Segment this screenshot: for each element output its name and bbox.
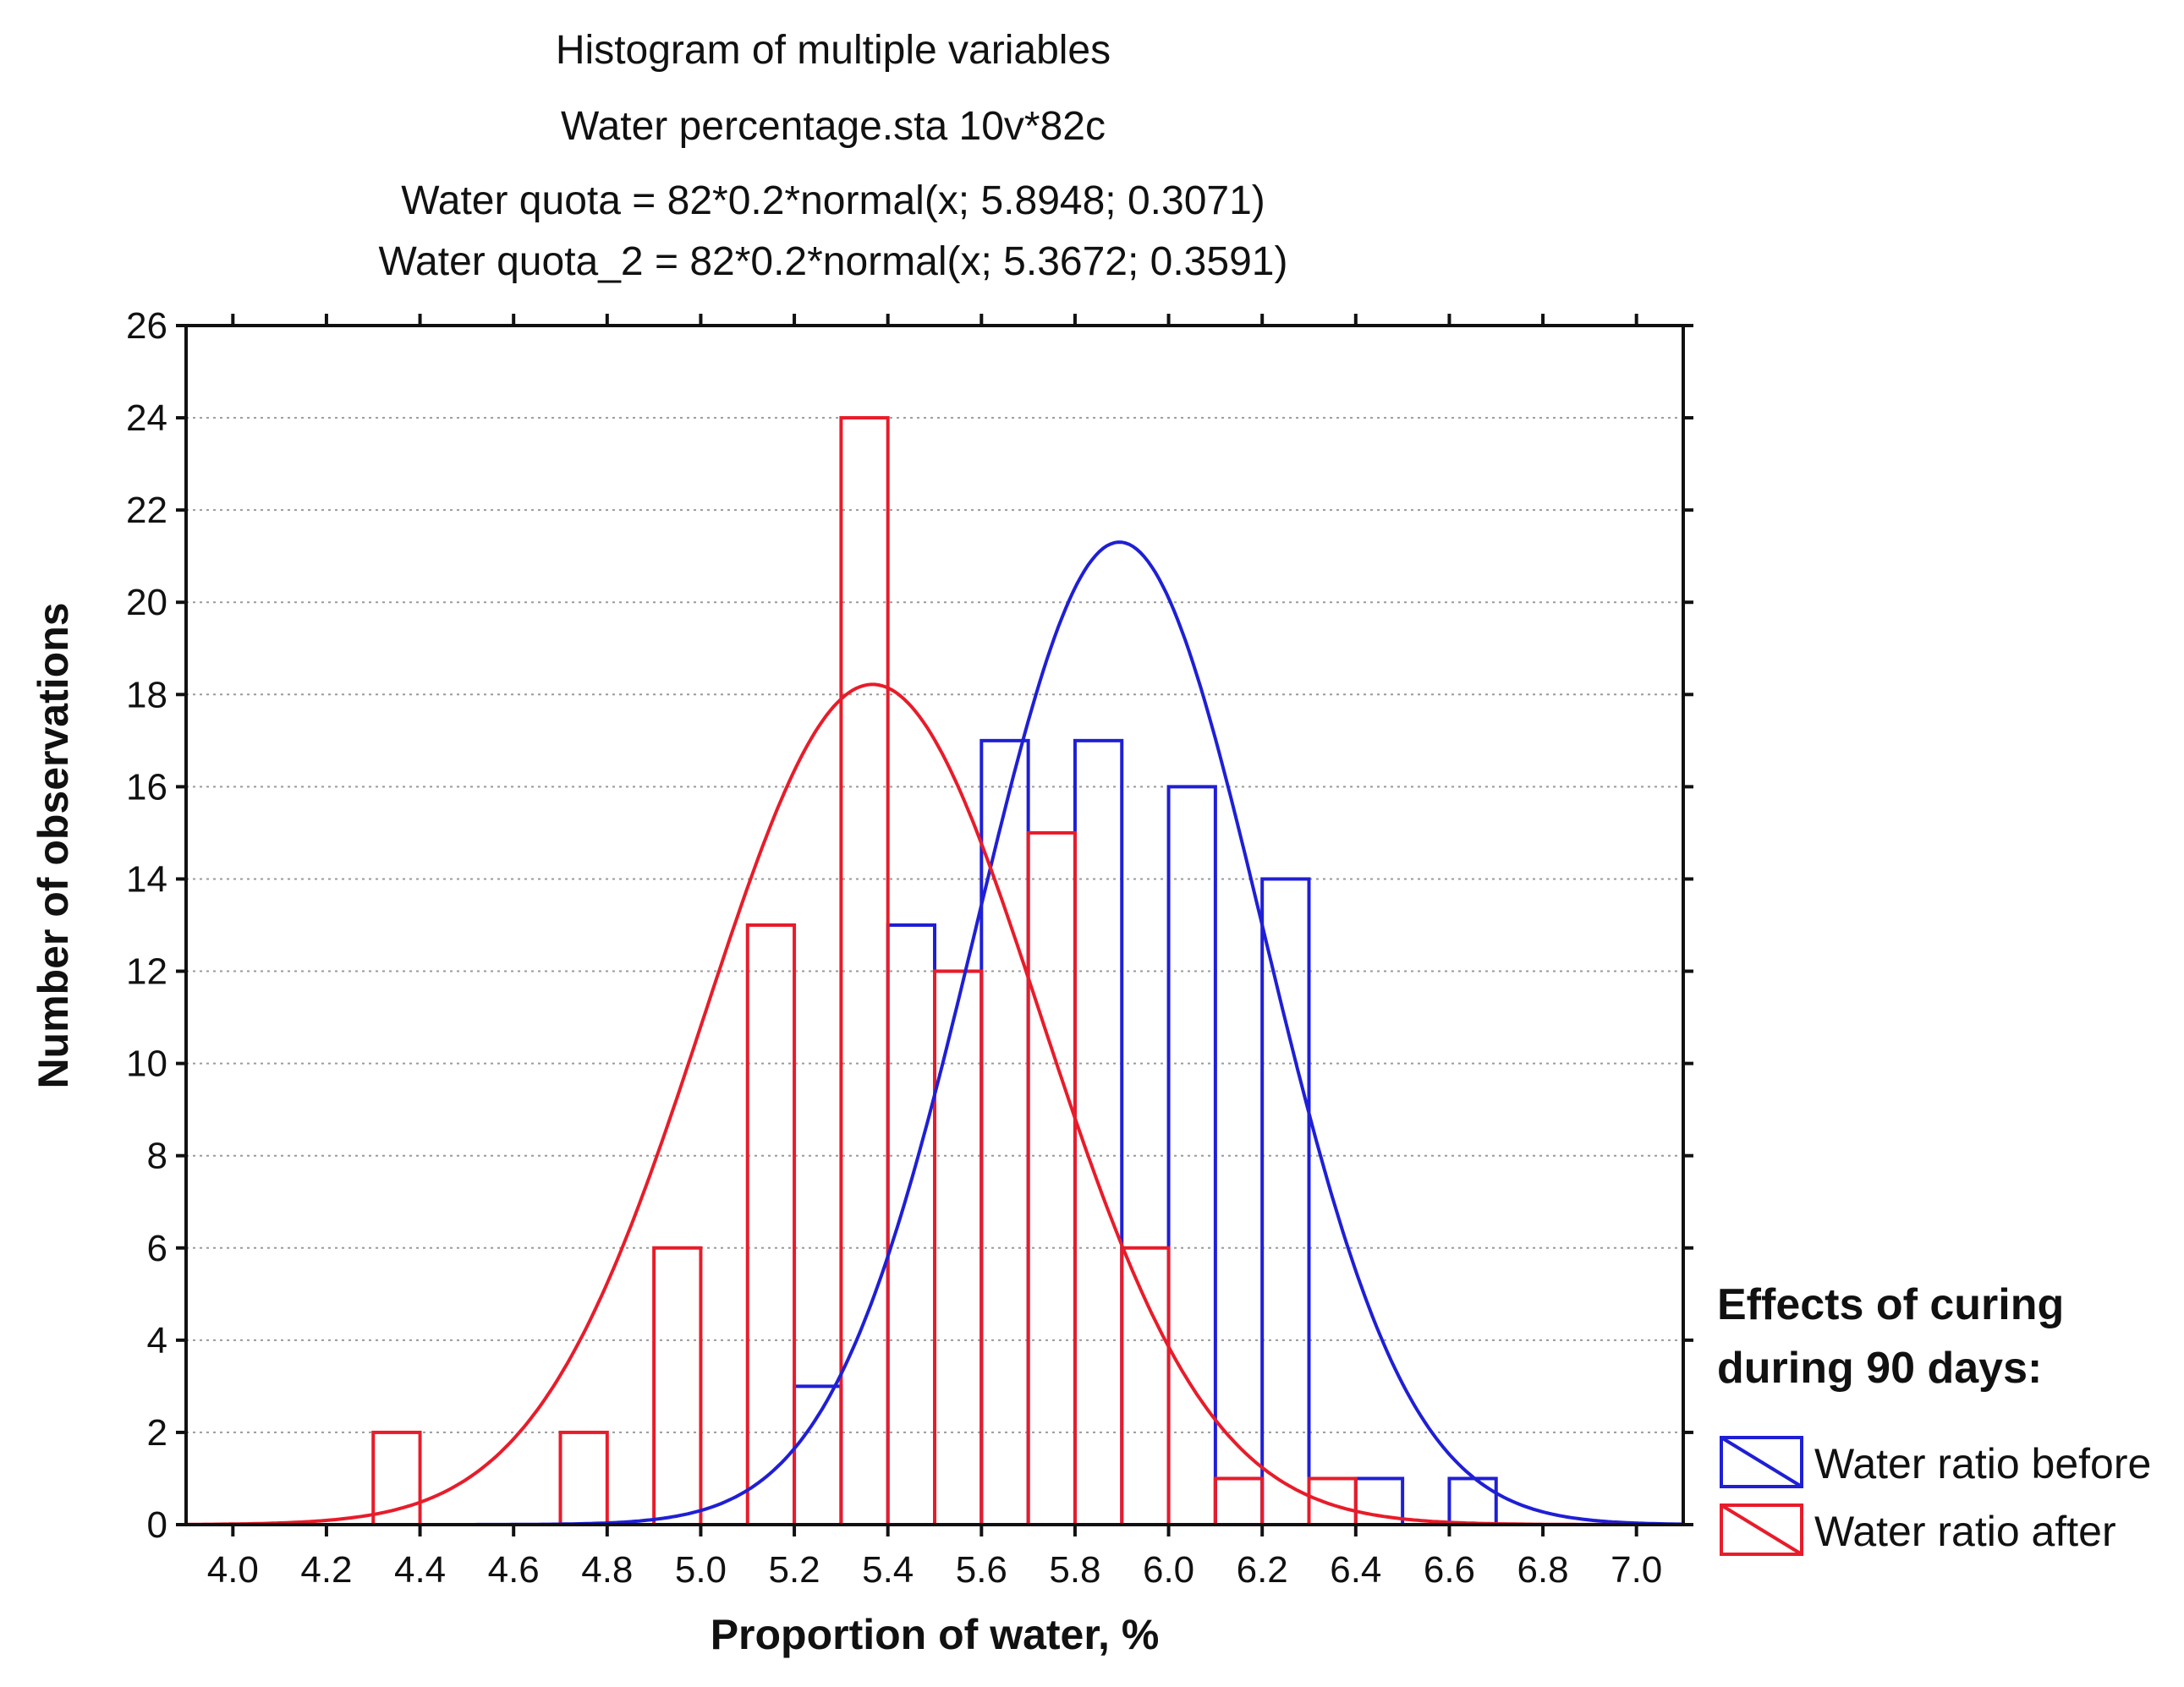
legend-swatch-after-diagonal — [1720, 1504, 1803, 1556]
chart-title: Histogram of multiple variables — [556, 28, 1111, 73]
plot-area-frame — [184, 324, 1685, 1526]
legend-label-after: Water ratio after — [1814, 1508, 2116, 1555]
bar-before — [1260, 877, 1311, 1526]
bar-after — [1307, 1476, 1358, 1527]
x-tick-label: 4.2 — [300, 1549, 352, 1591]
x-tick-label: 6.0 — [1143, 1549, 1194, 1591]
x-tick-label: 5.0 — [675, 1549, 727, 1591]
fit-formula-after: Water quota_2 = 82*0.2*normal(x; 5.3672;… — [379, 239, 1288, 284]
y-tick-label: 18 — [126, 674, 167, 715]
x-axis-label: Proportion of water, % — [711, 1611, 1160, 1658]
bar-before — [1166, 785, 1217, 1526]
bar-after — [1026, 830, 1077, 1526]
y-tick-label: 0 — [147, 1504, 167, 1546]
x-tick-label: 4.0 — [207, 1549, 259, 1591]
y-tick-label: 26 — [126, 305, 167, 347]
bar-after — [1120, 1246, 1171, 1527]
y-tick-label: 14 — [126, 858, 167, 900]
x-tick-label: 4.6 — [488, 1549, 540, 1591]
bar-before — [1447, 1476, 1498, 1527]
fit-formula-before: Water quota = 82*0.2*normal(x; 5.8948; 0… — [401, 178, 1265, 223]
y-axis-label: Number of observations — [30, 602, 77, 1088]
y-tick-label: 4 — [147, 1320, 167, 1361]
x-tick-label: 4.4 — [394, 1549, 446, 1591]
bar-before — [1073, 738, 1124, 1526]
bar-before — [793, 1384, 843, 1527]
legend-swatch-before-diagonal — [1720, 1436, 1803, 1488]
bar-before — [886, 923, 936, 1526]
legend-label-before: Water ratio before — [1814, 1440, 2151, 1487]
fit-curve-after — [185, 682, 1683, 1526]
legend-item-after: Water ratio after — [1720, 1504, 2116, 1556]
chart-subtitle: Water percentage.sta 10v*82c — [561, 104, 1106, 149]
x-tick-label: 4.8 — [581, 1549, 633, 1591]
gridlines — [186, 417, 1683, 1433]
histogram-bars — [371, 416, 1498, 1527]
bar-after — [745, 923, 797, 1526]
legend-title-line-2: during 90 days: — [1717, 1344, 2042, 1393]
y-tick-label: 12 — [126, 951, 167, 993]
legend-item-before: Water ratio before — [1720, 1436, 2151, 1488]
x-tick-label: 5.6 — [956, 1549, 1007, 1591]
x-axis-ticks: 4.0 4.2 4.4 4.6 4.8 5.0 5.2 5.4 5.6 5.8 6.0 6.2 6.4 6… — [207, 314, 1662, 1591]
y-tick-label: 20 — [126, 582, 167, 623]
x-tick-label: 5.8 — [1049, 1549, 1100, 1591]
bar-after — [933, 969, 984, 1526]
x-tick-label: 6.4 — [1330, 1549, 1381, 1591]
chart-titles: Histogram of multiple variables Water pe… — [379, 28, 1288, 284]
legend-title-line-1: Effects of curing — [1717, 1280, 2064, 1329]
y-tick-label: 22 — [126, 490, 167, 531]
y-tick-label: 2 — [147, 1412, 167, 1454]
y-tick-label: 8 — [147, 1136, 167, 1177]
x-tick-label: 5.4 — [862, 1549, 914, 1591]
x-tick-label: 6.6 — [1424, 1549, 1475, 1591]
y-tick-label: 10 — [126, 1043, 167, 1085]
y-tick-label: 16 — [126, 766, 167, 808]
legend: Effects of curing during 90 days: Water … — [1717, 1280, 2151, 1556]
x-tick-label: 6.8 — [1517, 1549, 1568, 1591]
x-tick-label: 7.0 — [1611, 1549, 1662, 1591]
bar-after — [652, 1246, 703, 1527]
y-tick-label: 24 — [126, 397, 167, 439]
x-tick-label: 5.2 — [768, 1549, 820, 1591]
x-tick-label: 6.2 — [1237, 1549, 1288, 1591]
bar-after — [1213, 1476, 1265, 1527]
y-tick-label: 6 — [147, 1228, 167, 1269]
bar-after — [558, 1430, 609, 1527]
